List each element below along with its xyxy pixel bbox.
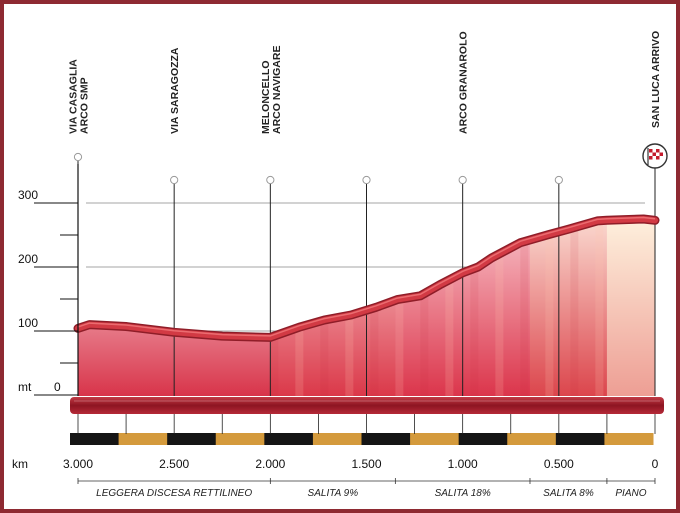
waypoint-label-6-0: SAN LUCA ARRIVO — [650, 31, 662, 128]
km-strip — [70, 414, 656, 445]
y-tick-label-0: 0 — [54, 380, 61, 394]
waypoint-marker-5 — [554, 175, 563, 185]
shade-stripe — [495, 219, 504, 396]
section-band-4 — [529, 219, 607, 396]
section-label-3: SALITA 18% — [435, 488, 491, 499]
waypoint-label-2-1: ARCO NAVIGARE — [271, 46, 283, 134]
km-strip-seg-7 — [410, 433, 460, 445]
waypoint-marker-2 — [266, 175, 275, 185]
x-tick-label-2: 2.000 — [255, 457, 285, 471]
finish-flag-square — [652, 149, 656, 153]
shade-stripe — [470, 219, 479, 396]
waypoint-label-2-0: MELONCELLO — [260, 61, 272, 135]
shade-stripe — [345, 219, 354, 396]
km-strip-seg-9 — [507, 433, 557, 445]
km-strip-seg-0 — [70, 433, 120, 445]
y-tick-label-100: 100 — [18, 316, 38, 330]
shade-stripe — [370, 219, 379, 396]
finish-flag-square — [659, 149, 663, 153]
shade-stripe — [570, 219, 579, 396]
profile-line — [73, 214, 660, 342]
shade-stripe — [595, 219, 604, 396]
finish-flag-square — [656, 156, 660, 160]
finish-flag-square — [649, 152, 653, 156]
waypoint-marker-1 — [170, 175, 179, 185]
x-tick-label-4: 1.000 — [448, 457, 478, 471]
x-tick-label-6: 0 — [652, 457, 659, 471]
finish-flag-square — [656, 152, 660, 156]
altitude-profile-chart: 0 100 200 300 mt 3.000 2.500 2.000 1.500 1.000 0.… — [12, 31, 668, 499]
x-axis-unit: km — [12, 457, 28, 471]
waypoint-marker-3 — [362, 175, 371, 185]
waypoint-marker-4 — [458, 175, 467, 185]
y-tick-label-200: 200 — [18, 252, 38, 266]
shade-stripe — [445, 219, 454, 396]
x-tick-label-5: 0.500 — [544, 457, 574, 471]
base-bar-rect — [70, 397, 664, 414]
waypoint-labels: VIA CASAGLIA ARCO SMP VIA SARAGOZZA MELONCE… — [68, 31, 663, 134]
km-strip-seg-10 — [555, 433, 605, 445]
section-labels: LEGGERA DISCESA RETTILINEO SALITA 9% SALIT… — [77, 478, 656, 499]
waypoint-label-0-1: ARCO SMP — [79, 77, 91, 134]
section-label-5: PIANO — [615, 488, 646, 499]
waypoint-label-1-0: VIA SARAGOZZA — [169, 47, 181, 134]
shade-stripe — [270, 219, 279, 396]
shade-stripe — [520, 219, 529, 396]
km-strip-seg-3 — [215, 433, 265, 445]
section-label-4: SALITA 8% — [543, 488, 594, 499]
profile-fill — [78, 219, 655, 396]
km-strip-seg-8 — [458, 433, 508, 445]
x-tick-label-1: 2.500 — [159, 457, 189, 471]
finish-flag-square — [649, 156, 653, 160]
section-band-5 — [606, 219, 655, 396]
finish-flag-square — [649, 149, 653, 153]
waypoint-marker-0 — [73, 152, 83, 162]
profile-line-highlight — [77, 216, 656, 337]
section-label-1: LEGGERA DISCESA RETTILINEO — [96, 488, 252, 499]
profile-line-stroke — [75, 216, 658, 341]
finish-flag-square — [652, 156, 656, 160]
x-axis: 3.000 2.500 2.000 1.500 1.000 0.500 0 km — [12, 457, 659, 471]
km-strip-seg-1 — [118, 433, 168, 445]
base-bar — [70, 397, 664, 414]
chart-frame: 0 100 200 300 mt 3.000 2.500 2.000 1.500 1.000 0.… — [4, 4, 676, 509]
finish-flag-square — [659, 156, 663, 160]
km-strip-seg-2 — [167, 433, 217, 445]
profile-area — [78, 219, 655, 396]
km-strip-seg-11 — [604, 433, 654, 445]
km-strip-seg-4 — [264, 433, 314, 445]
shade-stripe — [320, 219, 329, 396]
y-axis: 0 100 200 300 mt — [18, 164, 79, 396]
shade-stripe — [545, 219, 554, 396]
finish-flag-square — [659, 152, 663, 156]
finish-flag-square — [652, 152, 656, 156]
shade-stripe — [420, 219, 429, 396]
y-axis-unit: mt — [18, 380, 32, 394]
shade-stripe — [395, 219, 404, 396]
waypoint-label-4-0: ARCO GRANAROLO — [458, 31, 470, 134]
waypoint-markers — [73, 143, 668, 396]
x-tick-label-3: 1.500 — [351, 457, 381, 471]
km-strip-seg-5 — [312, 433, 362, 445]
finish-flag-square — [656, 149, 660, 153]
y-tick-label-300: 300 — [18, 188, 38, 202]
km-strip-seg-6 — [361, 433, 411, 445]
section-label-2: SALITA 9% — [308, 488, 359, 499]
shade-stripe — [295, 219, 304, 396]
waypoint-label-0-0: VIA CASAGLIA — [68, 59, 80, 134]
x-tick-label-0: 3.000 — [63, 457, 93, 471]
